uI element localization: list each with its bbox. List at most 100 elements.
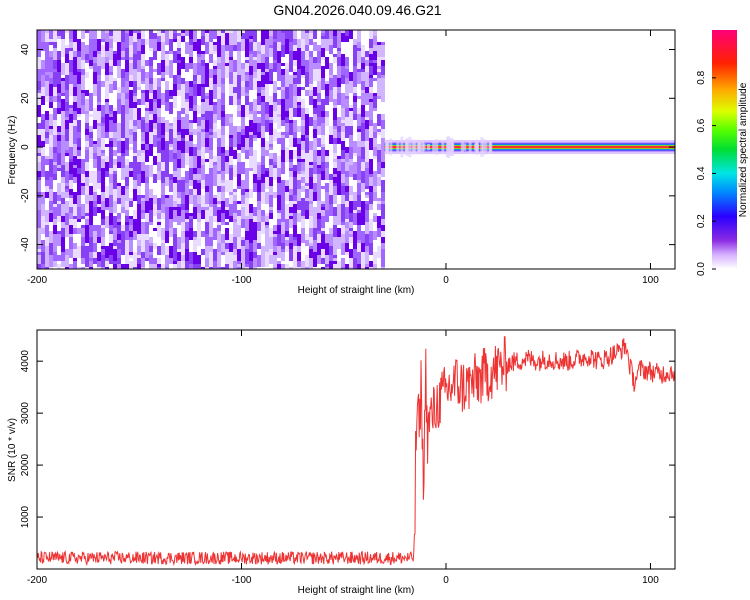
heatmap-cell: [273, 78, 277, 81]
heatmap-cell: [89, 69, 93, 72]
heatmap-cell: [45, 252, 49, 255]
heatmap-cell: [77, 30, 81, 33]
heatmap-cell: [173, 234, 177, 237]
heatmap-cell: [141, 69, 145, 72]
heatmap-cell: [181, 186, 185, 189]
heatmap-cell: [41, 102, 45, 105]
heatmap-cell: [41, 114, 45, 117]
heatmap-cell: [85, 138, 89, 141]
heatmap-cell: [161, 120, 165, 123]
heatmap-cell: [61, 138, 65, 141]
heatmap-cell: [141, 111, 145, 114]
heatmap-cell: [93, 213, 97, 216]
heatmap-cell: [161, 87, 165, 90]
heatmap-cell: [277, 234, 281, 237]
heatmap-cell: [189, 42, 193, 45]
heatmap-cell: [93, 42, 97, 45]
heatmap-cell: [161, 126, 165, 129]
heatmap-cell: [125, 102, 129, 105]
heatmap-cell: [81, 120, 85, 123]
heatmap-cell: [157, 207, 161, 210]
heatmap-cell: [41, 246, 45, 249]
heatmap-cell: [237, 87, 241, 90]
heatmap-cell: [73, 78, 77, 81]
heatmap-cell: [157, 267, 161, 269]
heatmap-cell: [105, 207, 109, 210]
heatmap-cell: [109, 123, 113, 126]
heatmap-cell: [113, 177, 117, 180]
heatmap-cell: [213, 90, 217, 93]
heatmap-cell: [273, 258, 277, 261]
heatmap-cell: [233, 165, 237, 168]
heatmap-cell: [245, 174, 249, 177]
heatmap-cell: [169, 237, 173, 240]
heatmap-cell: [85, 204, 89, 207]
heatmap-cell: [137, 114, 141, 117]
heatmap-cell: [261, 216, 265, 219]
heatmap-cell: [181, 189, 185, 192]
heatmap-cell: [209, 153, 213, 156]
heatmap-cell: [261, 144, 265, 147]
heatmap-cell: [273, 81, 277, 84]
heatmap-cell: [113, 57, 117, 60]
heatmap-cell: [49, 162, 53, 165]
heatmap-cell: [137, 57, 141, 60]
heatmap-cell: [193, 195, 197, 198]
heatmap-cell: [269, 213, 273, 216]
heatmap-cell: [49, 105, 53, 108]
heatmap-cell: [233, 204, 237, 207]
heatmap-cell: [129, 96, 133, 99]
heatmap-cell: [221, 147, 225, 150]
heatmap-cell: [265, 231, 269, 234]
heatmap-cell: [233, 90, 237, 93]
heatmap-cell: [145, 246, 149, 249]
heatmap-cell: [209, 129, 213, 132]
heatmap-cell: [145, 129, 149, 132]
heatmap-cell: [177, 267, 181, 269]
heatmap-cell: [225, 180, 229, 183]
heatmap-cell: [105, 108, 109, 111]
heatmap-cell: [129, 162, 133, 165]
heatmap-cell: [209, 216, 213, 219]
heatmap-cell: [165, 36, 169, 39]
heatmap-cell: [261, 132, 265, 135]
heatmap-cell: [37, 63, 41, 66]
heatmap-cell: [257, 228, 261, 231]
heatmap-cell: [157, 72, 161, 75]
heatmap-cell: [221, 54, 225, 57]
heatmap-cell: [221, 78, 225, 81]
heatmap-cell: [173, 111, 177, 114]
heatmap-cell: [45, 99, 49, 102]
heatmap-cell: [213, 78, 217, 81]
heatmap-cell: [249, 249, 253, 252]
heatmap-cell: [105, 252, 109, 255]
heatmap-cell: [257, 183, 261, 186]
heatmap-cell: [137, 168, 141, 171]
heatmap-cell: [285, 90, 289, 93]
heatmap-cell: [133, 51, 137, 54]
heatmap-cell: [161, 261, 165, 264]
heatmap-cell: [105, 69, 109, 72]
heatmap-cell: [57, 258, 61, 261]
heatmap-cell: [257, 168, 261, 171]
heatmap-cell: [237, 210, 241, 213]
heatmap-cell: [245, 45, 249, 48]
heatmap-cell: [121, 126, 125, 129]
heatmap-cell: [205, 234, 209, 237]
heatmap-cell: [221, 231, 225, 234]
heatmap-cell: [189, 171, 193, 174]
heatmap-cell: [153, 33, 157, 36]
heatmap-cell: [229, 84, 233, 87]
heatmap-cell: [109, 171, 113, 174]
heatmap-cell: [221, 159, 225, 162]
heatmap-cell: [133, 186, 137, 189]
heatmap-cell: [249, 63, 253, 66]
heatmap-cell: [249, 255, 253, 258]
heatmap-cell: [285, 36, 289, 39]
heatmap-cell: [245, 225, 249, 228]
heatmap-cell: [161, 258, 165, 261]
heatmap-cell: [185, 183, 189, 186]
heatmap-cell: [205, 102, 209, 105]
heatmap-cell: [277, 213, 281, 216]
heatmap-cell: [253, 255, 257, 258]
